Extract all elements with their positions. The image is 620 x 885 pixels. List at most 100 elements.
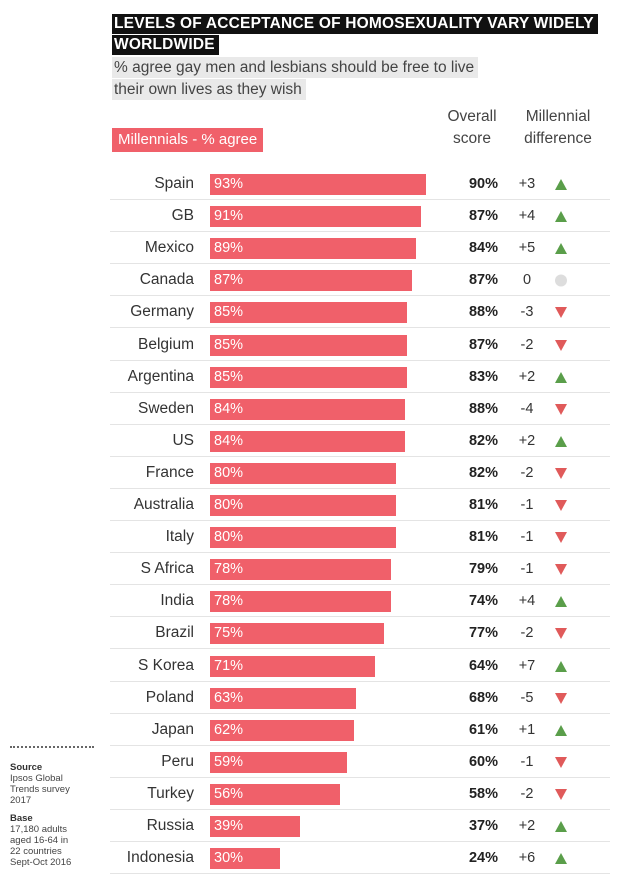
- millennial-difference: -5: [520, 689, 534, 706]
- bar: [210, 270, 412, 292]
- chart-row: US 84% 82% +2: [110, 425, 610, 457]
- overall-score: 82%: [468, 432, 498, 449]
- overall-score: 74%: [468, 593, 498, 610]
- millennial-difference: -2: [520, 336, 534, 353]
- chart-subtitle-line-2: their own lives as they wish: [112, 79, 306, 100]
- bar: [210, 783, 340, 805]
- source-line-1: Ipsos Global: [10, 773, 63, 784]
- bar-value-label: 80%: [214, 464, 244, 481]
- triangle-up-icon: [555, 853, 567, 865]
- overall-score: 37%: [468, 818, 498, 834]
- overall-score: 87%: [468, 272, 498, 289]
- triangle-down-icon: [555, 788, 567, 800]
- chart-row: Argentina 85% 83% +2: [110, 361, 610, 393]
- millennial-difference: -1: [520, 753, 534, 770]
- overall-score: 77%: [468, 625, 498, 642]
- country-label: France: [145, 463, 194, 481]
- difference-header-line-1: Millennial: [525, 108, 591, 125]
- country-label: Canada: [139, 271, 194, 289]
- overall-score: 82%: [468, 464, 498, 481]
- country-label: GB: [171, 207, 194, 225]
- bar: [210, 302, 408, 324]
- chart-row: Germany 85% 88% -3: [110, 296, 610, 329]
- chart-row: Brazil 75% 77% -2: [110, 617, 610, 650]
- triangle-up-icon: [555, 596, 567, 608]
- triangle-down-icon: [555, 467, 567, 479]
- country-label: Mexico: [144, 239, 194, 257]
- millennial-difference: +3: [518, 176, 536, 192]
- source-heading: Source: [10, 762, 43, 773]
- millennial-difference: 0: [522, 272, 532, 289]
- chart-row: Italy 80% 81% -1: [110, 521, 610, 554]
- overall-score: 88%: [468, 304, 498, 321]
- base-heading: Base: [10, 813, 33, 824]
- source-line-2: Trends survey: [10, 784, 70, 795]
- chart-row: France 80% 82% -2: [110, 457, 610, 489]
- chart-row: Belgium 85% 87% -2: [110, 329, 610, 361]
- bar: [210, 430, 405, 452]
- overall-score: 24%: [468, 850, 498, 867]
- overall-score: 88%: [468, 400, 498, 417]
- bar-value-label: 89%: [214, 240, 244, 257]
- overall-score: 87%: [468, 336, 498, 353]
- chart-row: Australia 80% 81% -1: [110, 489, 610, 521]
- triangle-down-icon: [555, 628, 567, 640]
- bar: [210, 623, 384, 645]
- triangle-up-icon: [555, 435, 567, 447]
- chart-subtitle-line-1: % agree gay men and lesbians should be f…: [112, 57, 479, 78]
- circle-icon: [555, 274, 567, 287]
- bar-value-label: 56%: [214, 785, 244, 802]
- country-label: Indonesia: [126, 849, 194, 867]
- footnotes: Source Ipsos Global Trends survey 2017 B…: [10, 746, 98, 875]
- bar-value-label: 63%: [214, 689, 244, 706]
- bar-value-label: 78%: [214, 593, 244, 610]
- bar-value-label: 84%: [214, 432, 244, 449]
- bar: [210, 527, 396, 549]
- millennial-difference: -2: [520, 625, 534, 642]
- chart-row: Peru 59% 60% -1: [110, 746, 610, 778]
- triangle-down-icon: [555, 307, 567, 319]
- bar: [210, 495, 396, 516]
- bar-value-label: 84%: [214, 400, 244, 417]
- triangle-down-icon: [555, 756, 567, 768]
- bar-value-label: 39%: [214, 818, 244, 834]
- overall-score-header: Overall score: [438, 106, 506, 150]
- source-line-3: 2017: [10, 795, 32, 806]
- bar: [210, 238, 417, 260]
- millennial-difference: +2: [518, 432, 536, 449]
- bar-value-label: 62%: [214, 721, 244, 738]
- millennial-difference: -3: [520, 304, 534, 321]
- millennial-difference: -2: [520, 785, 534, 802]
- chart-title-line-1: LEVELS OF ACCEPTANCE OF HOMOSEXUALITY VA…: [112, 14, 598, 34]
- millennial-difference: -4: [520, 400, 534, 417]
- country-label: S Africa: [140, 560, 194, 578]
- country-label: Australia: [133, 496, 194, 513]
- bar-value-label: 85%: [214, 368, 244, 385]
- overall-score: 83%: [468, 368, 498, 385]
- triangle-down-icon: [555, 532, 567, 544]
- chart-row: India 78% 74% +4: [110, 585, 610, 618]
- bar: [210, 559, 391, 581]
- country-label: Japan: [151, 720, 194, 738]
- chart-row: S Africa 78% 79% -1: [110, 553, 610, 586]
- bar-value-label: 80%: [214, 529, 244, 546]
- millennial-difference: -2: [520, 464, 534, 481]
- chart-row: Russia 39% 37% +2: [110, 810, 610, 842]
- triangle-down-icon: [555, 564, 567, 576]
- millennial-difference: +7: [518, 657, 536, 674]
- bar-value-label: 78%: [214, 561, 244, 578]
- difference-header-line-2: difference: [524, 130, 592, 147]
- country-label: Peru: [161, 752, 194, 770]
- overall-score: 84%: [468, 240, 498, 257]
- bar: [210, 334, 408, 356]
- country-label: Russia: [146, 817, 194, 834]
- triangle-down-icon: [555, 339, 567, 351]
- bar: [210, 398, 405, 420]
- triangle-up-icon: [555, 371, 567, 383]
- country-label: Sweden: [137, 399, 194, 417]
- triangle-down-icon: [555, 500, 567, 511]
- overall-score: 68%: [468, 689, 498, 706]
- bar-value-label: 85%: [214, 304, 244, 321]
- chart-row: Poland 63% 68% -5: [110, 682, 610, 714]
- bar: [210, 687, 357, 709]
